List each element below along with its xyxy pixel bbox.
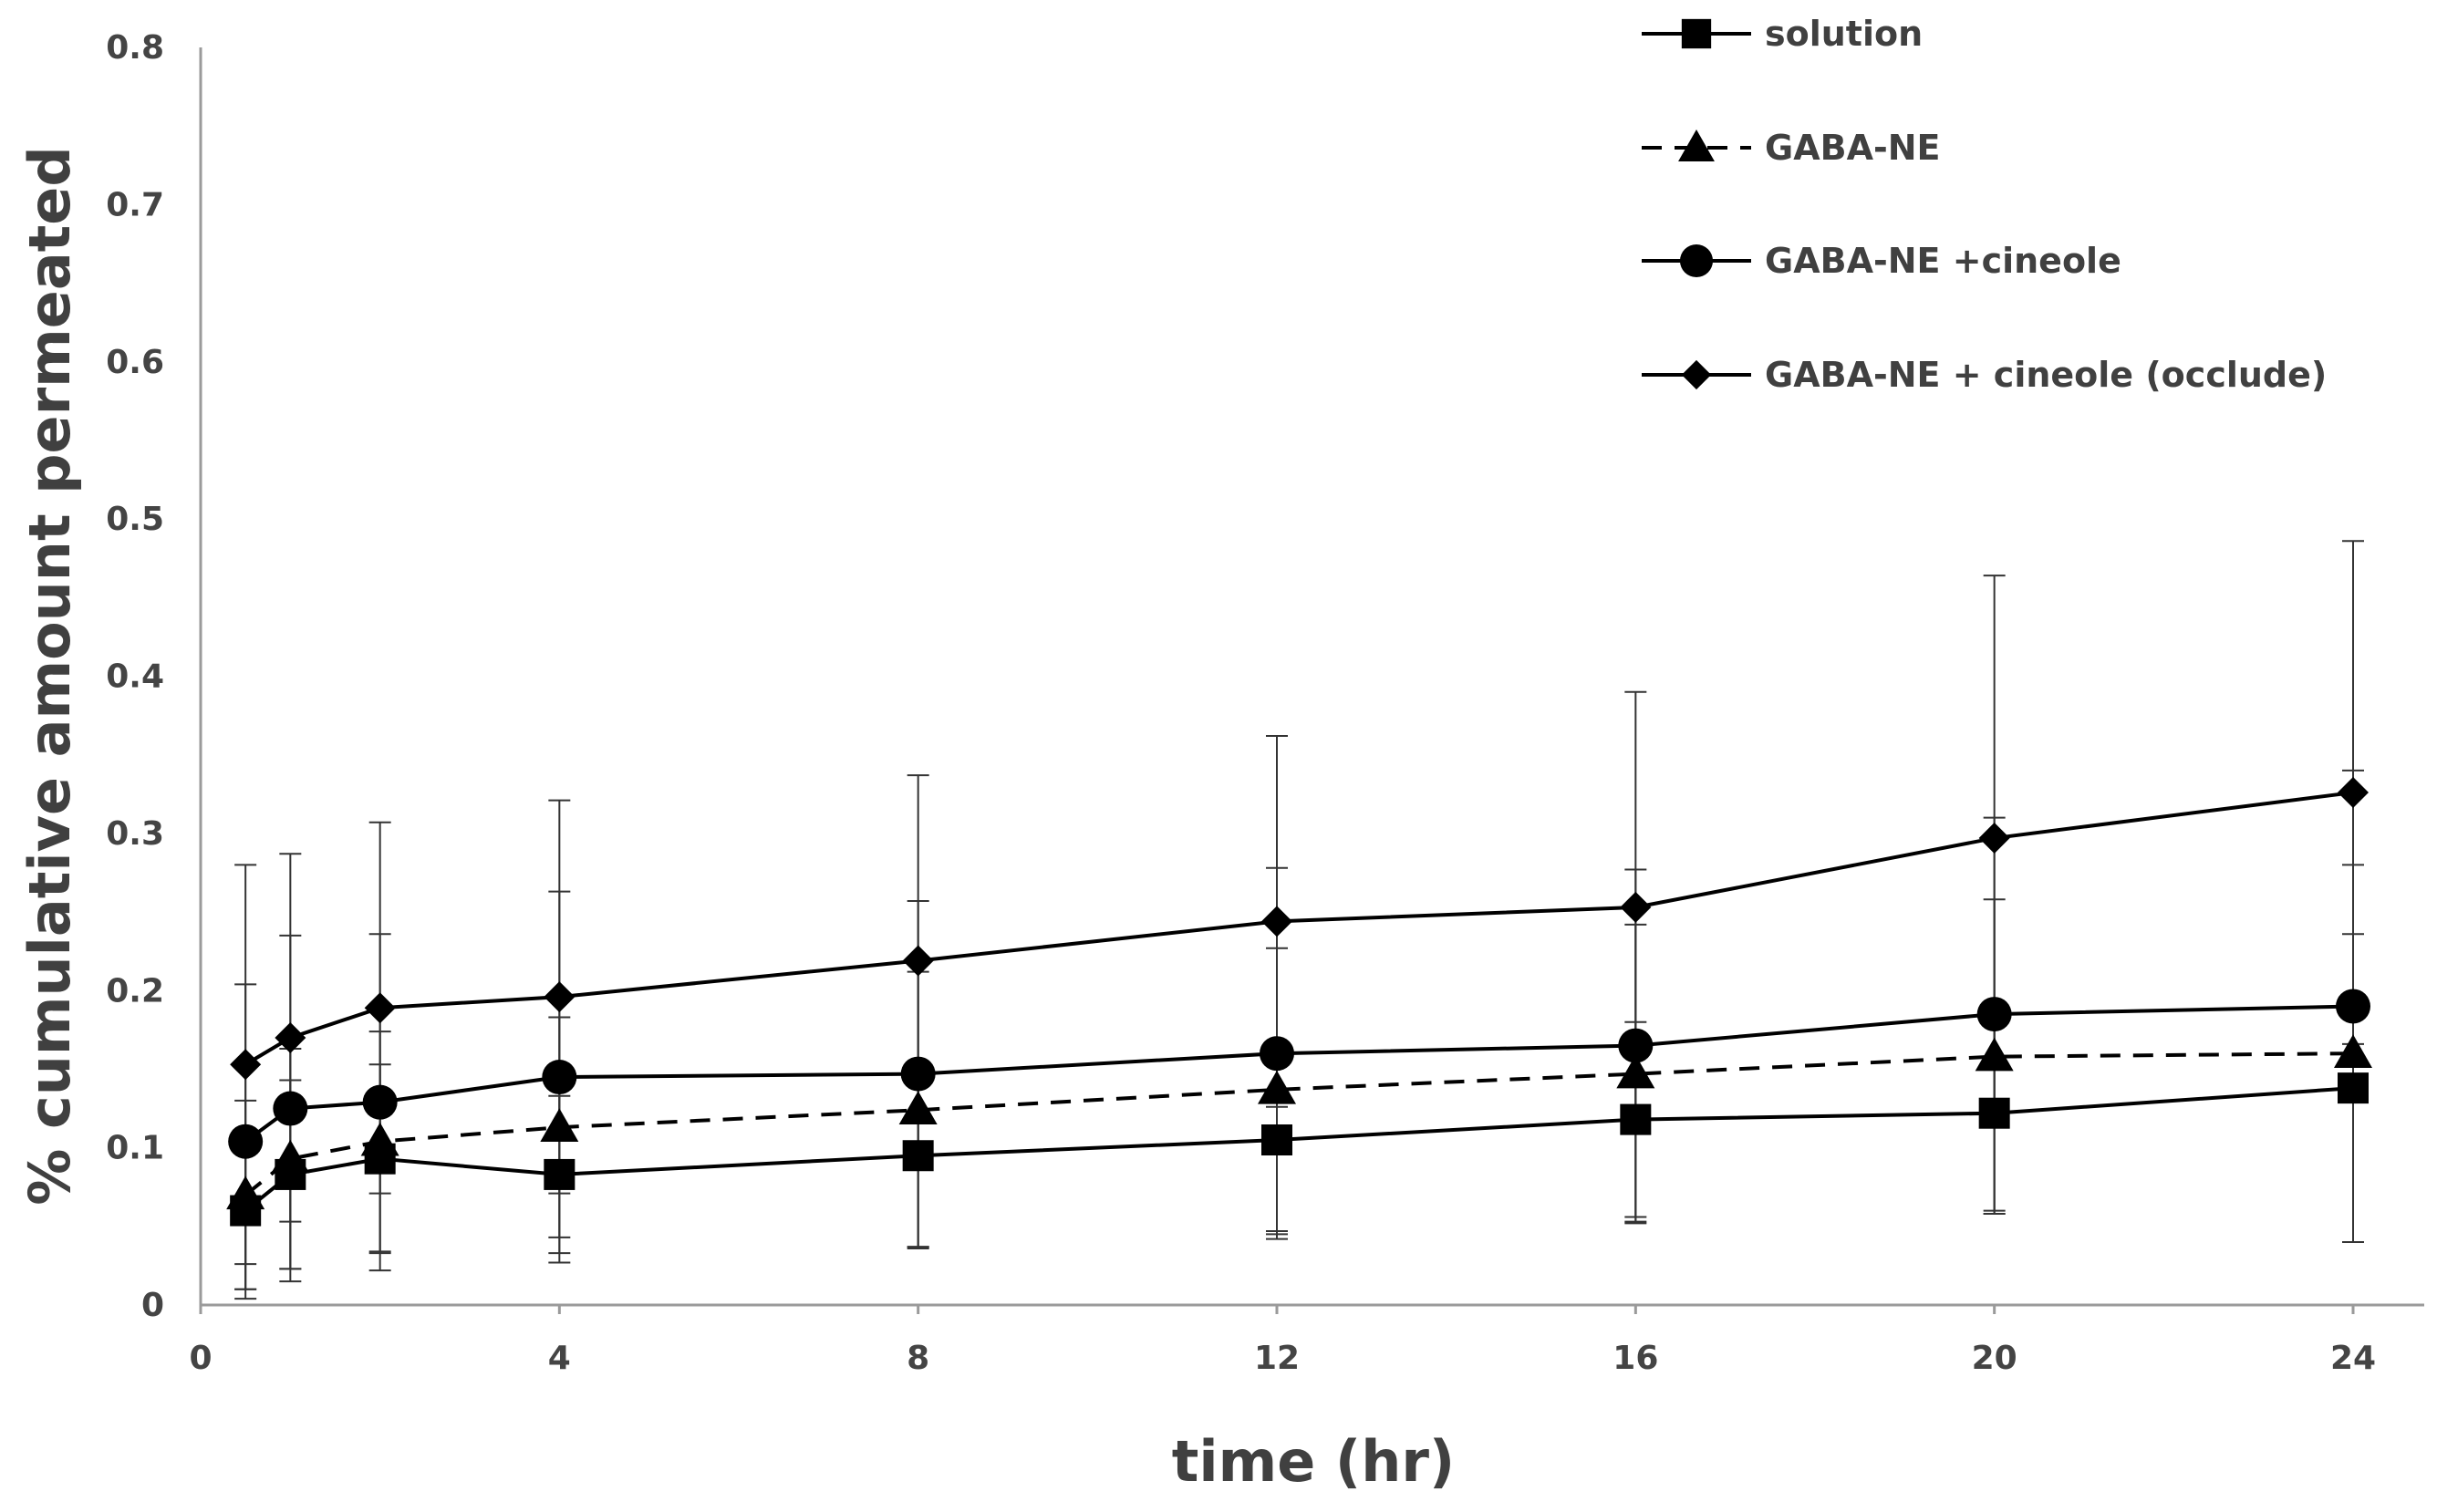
y-tick-label: 0.5 (106, 501, 164, 538)
data-point (1620, 891, 1652, 923)
data-point (228, 1124, 264, 1159)
data-point (1261, 906, 1292, 937)
data-point (902, 1140, 934, 1172)
y-tick-label: 0.3 (106, 815, 164, 853)
data-point (1258, 1070, 1296, 1104)
data-point (360, 1122, 399, 1156)
legend-marker (1679, 243, 1714, 278)
x-tick-label: 4 (548, 1340, 571, 1377)
legend-label: solution (1765, 14, 1923, 54)
data-point (273, 1091, 308, 1126)
series-marker-group (226, 777, 2372, 1227)
y-tick-label: 0.2 (106, 972, 164, 1010)
series-line (244, 1051, 2354, 1196)
legend-label: GABA-NE +cineole (1765, 241, 2121, 281)
x-tick-label: 0 (189, 1340, 212, 1377)
y-tick-label: 0.8 (106, 29, 164, 67)
data-point (230, 1049, 262, 1081)
data-point (1978, 1097, 2010, 1129)
data-point (1620, 1103, 1652, 1135)
y-tick-label: 0.6 (106, 344, 164, 381)
data-point (364, 992, 396, 1024)
data-point (362, 1084, 398, 1120)
legend-marker (1681, 359, 1712, 390)
data-point (2338, 777, 2369, 809)
data-point (2338, 1072, 2369, 1104)
data-point (1975, 1037, 2014, 1072)
x-tick-label: 24 (2330, 1340, 2376, 1377)
data-point (275, 1021, 306, 1053)
data-point (1976, 997, 2012, 1032)
data-point (2334, 1034, 2372, 1068)
legend-marker (1681, 18, 1712, 49)
x-tick-label: 8 (907, 1340, 929, 1377)
x-tick-label: 20 (1972, 1340, 2017, 1377)
x-tick-label: 12 (1254, 1340, 1300, 1377)
x-axis-title: time (hr) (1172, 1428, 1456, 1495)
y-tick-label: 0.7 (106, 186, 164, 223)
data-point (1260, 1036, 1294, 1072)
y-tick-group: 0 0.1 0.2 0.3 0.4 0.5 0.6 0.7 0.8 (106, 29, 164, 1324)
data-point (542, 1060, 577, 1095)
x-tick-label: 16 (1613, 1340, 1658, 1377)
y-axis-title: % cumulative amount permeated (16, 146, 83, 1205)
data-point (1618, 1028, 1654, 1063)
data-point (1616, 1054, 1655, 1089)
data-point (544, 981, 576, 1013)
y-tick-label: 0.1 (106, 1130, 164, 1167)
data-point (271, 1139, 310, 1174)
y-tick-label: 0.4 (106, 658, 164, 696)
legend: solution GABA-NE GABA-NE +cineole GABA-NE +… (1642, 14, 2327, 395)
legend-marker (1678, 129, 1715, 161)
data-point (900, 1056, 936, 1092)
legend-label: GABA-NE + cineole (occlude) (1765, 355, 2327, 395)
data-point (540, 1108, 579, 1142)
data-point (898, 1091, 938, 1125)
axes (199, 47, 2424, 1307)
data-point (902, 945, 934, 977)
data-point (2336, 989, 2370, 1024)
legend-label: GABA-NE (1765, 128, 1941, 168)
data-point (544, 1158, 576, 1190)
data-point (226, 1175, 265, 1210)
y-tick-label: 0 (141, 1287, 164, 1324)
data-point (1978, 823, 2010, 854)
data-point (1261, 1124, 1292, 1156)
x-tick-group: 0 4 8 12 16 20 24 (189, 1305, 2376, 1377)
